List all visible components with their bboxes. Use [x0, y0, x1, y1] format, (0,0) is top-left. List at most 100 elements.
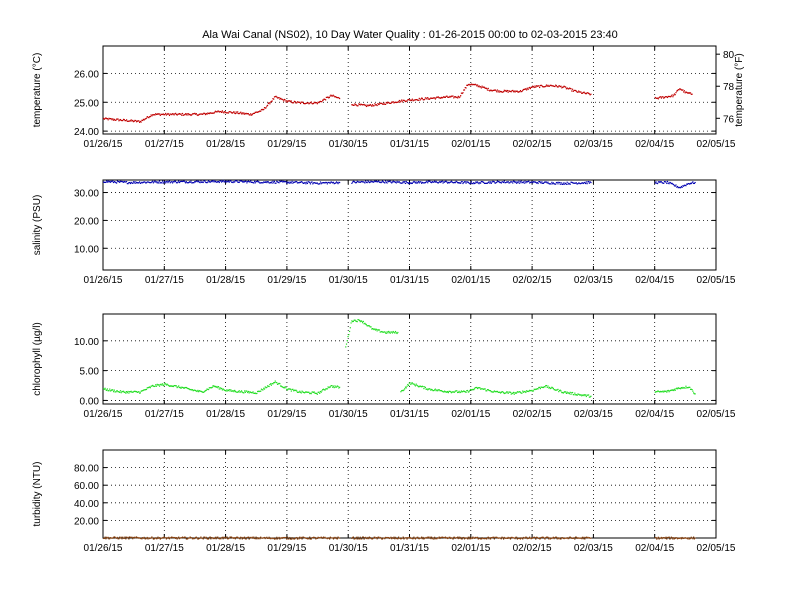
chlorophyll-data-point: [135, 391, 137, 393]
temperature-data-point: [137, 120, 139, 122]
chlorophyll-data-point: [217, 387, 219, 389]
turbidity-data-point: [670, 537, 672, 540]
chlorophyll-data-point: [172, 385, 174, 388]
temperature-data-point: [508, 90, 510, 92]
chlorophyll-data-point: [478, 387, 480, 389]
salinity-data-point: [239, 180, 241, 182]
salinity-data-point: [677, 187, 679, 189]
salinity-data-point: [534, 181, 536, 183]
chlorophyll-data-point: [356, 321, 358, 323]
temperature-data-point: [452, 95, 454, 97]
turbidity-data-point: [337, 536, 339, 538]
salinity-data-point: [388, 180, 391, 182]
chlorophyll-data-point: [504, 392, 506, 394]
chlorophyll-data-point: [143, 389, 145, 391]
chlorophyll-data-point: [112, 389, 114, 391]
turbidity-data-point: [212, 538, 214, 540]
chlorophyll-data-point: [444, 391, 446, 393]
chlorophyll-data-point: [440, 389, 442, 392]
chlorophyll-data-point: [417, 385, 419, 387]
temperature-data-point: [493, 89, 495, 91]
salinity-data-point: [217, 181, 219, 183]
temperature-data-point: [292, 102, 294, 104]
salinity-data-point: [214, 180, 217, 183]
chlorophyll-data-point: [575, 394, 577, 396]
salinity-data-point: [325, 181, 328, 184]
chlorophyll-data-point: [584, 394, 586, 396]
turbidity-data-point: [218, 538, 220, 540]
salinity-data-point: [375, 180, 377, 183]
salinity-data-point: [204, 180, 206, 182]
turbidity-data-point: [588, 537, 590, 539]
turbidity-data-point: [391, 537, 394, 539]
temperature-data-point: [272, 98, 274, 100]
turbidity-data-point: [260, 537, 263, 539]
temperature-data-point: [379, 102, 381, 104]
chlorophyll-data-point: [331, 385, 333, 387]
temperature-data-point: [406, 100, 408, 102]
salinity-data-point: [146, 181, 148, 183]
salinity-data-point: [316, 182, 318, 184]
salinity-data-point: [251, 181, 253, 183]
salinity-data-point: [171, 182, 174, 184]
temperature-data-point: [181, 114, 183, 116]
chlorophyll-data-point: [221, 389, 223, 391]
salinity-data-point: [189, 181, 191, 183]
turbidity-data-point: [662, 537, 664, 539]
turbidity-data-point: [159, 538, 161, 540]
chlorophyll-data-point: [309, 392, 312, 394]
temperature-data-point: [256, 111, 258, 113]
chlorophyll-data-point: [479, 388, 482, 390]
temperature-data-point: [417, 99, 419, 101]
chlorophyll-data-point: [676, 387, 678, 389]
salinity-data-point: [440, 180, 443, 183]
salinity-data-point: [206, 182, 208, 184]
turbidity-data-point: [135, 537, 137, 539]
chlorophyll-data-point: [296, 391, 299, 393]
temperature-data-point: [479, 86, 481, 88]
chlorophyll-data-point: [390, 331, 392, 333]
chlorophyll-data-point: [519, 391, 522, 393]
salinity-data-point: [476, 181, 479, 183]
turbidity-data-point: [661, 537, 663, 540]
turbidity-data-point: [510, 536, 512, 539]
temperature-data-point: [306, 102, 309, 104]
salinity-data-point: [312, 182, 315, 184]
temperature-data-point: [405, 100, 407, 102]
chlorophyll-data-point: [499, 391, 501, 393]
temperature-data-point: [499, 91, 501, 93]
chlorophyll-data-point: [149, 387, 151, 389]
turbidity-data-point: [166, 537, 168, 539]
salinity-data-point: [297, 182, 299, 184]
salinity-data-point: [109, 180, 111, 182]
temperature-data-point: [124, 119, 126, 122]
chlorophyll-data-point: [250, 391, 252, 394]
chlorophyll-data-point: [247, 390, 250, 393]
turbidity-data-point: [175, 537, 177, 540]
turbidity-data-point: [211, 536, 213, 539]
salinity-data-point: [578, 182, 580, 184]
turbidity-data-point: [248, 538, 250, 540]
salinity-data-point: [136, 182, 138, 184]
temperature-data-point: [407, 98, 410, 101]
salinity-data-point: [140, 182, 142, 184]
salinity-data-point: [188, 182, 190, 184]
salinity-data-point: [175, 180, 177, 182]
chlorophyll-data-point: [542, 386, 544, 389]
turbidity-data-point: [332, 537, 334, 539]
turbidity-data-point: [513, 537, 515, 539]
chlorophyll-data-point: [441, 390, 443, 392]
temperature-data-point: [289, 100, 291, 102]
salinity-data-point: [465, 182, 467, 184]
temperature-data-point: [568, 87, 571, 89]
chlorophyll-data-point: [573, 394, 575, 396]
temperature-data-point: [227, 112, 230, 114]
temperature-data-point: [411, 98, 413, 100]
chlorophyll-data-point: [107, 390, 109, 392]
turbidity-data-point: [234, 537, 236, 539]
salinity-x-tick-label: 02/05/15: [697, 275, 736, 286]
turbidity-data-point: [168, 538, 171, 540]
turbidity-data-point: [506, 537, 509, 539]
turbidity-data-point: [531, 537, 533, 539]
turbidity-data-point: [561, 537, 563, 539]
